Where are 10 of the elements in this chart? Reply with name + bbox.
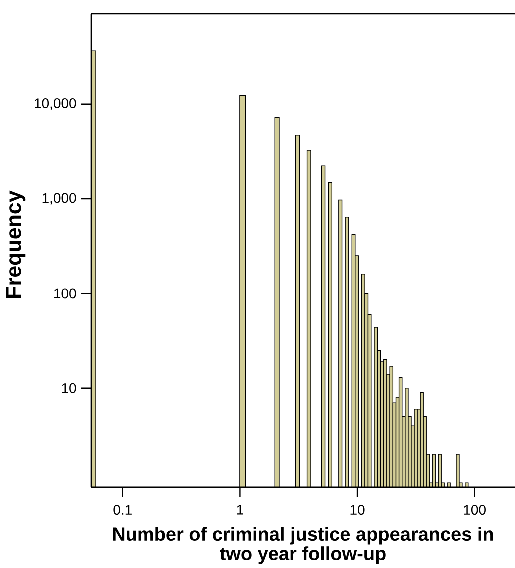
y-tick-label: 10,000 (35, 98, 76, 110)
y-axis-title: Frequency (6, 190, 26, 298)
x-tick-label: 100 (464, 505, 486, 516)
x-tick-label: 0.1 (114, 505, 132, 516)
x-tick-label: 1 (237, 505, 244, 515)
y-tick-label: 10 (62, 383, 76, 394)
y-tick-label: 1,000 (42, 193, 76, 205)
x-axis-title: Number of criminal justice appearances in two year follow-up (113, 527, 494, 564)
x-tick-label: 10 (350, 505, 365, 516)
y-tick-label: 100 (54, 288, 76, 299)
